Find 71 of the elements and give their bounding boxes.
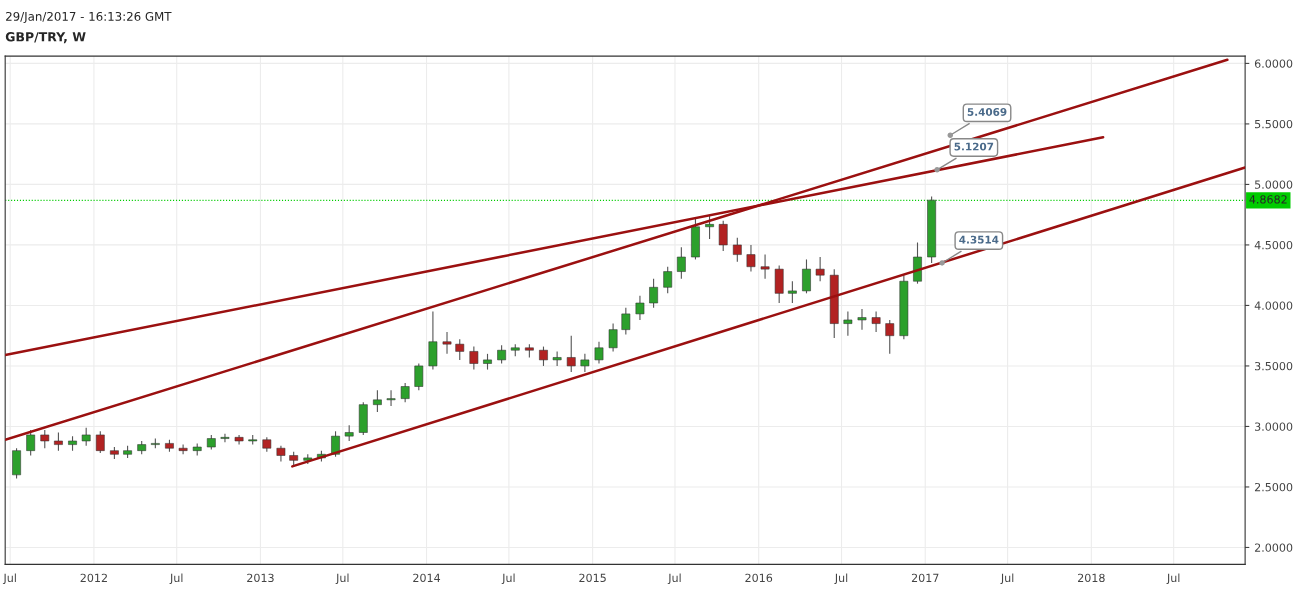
x-tick-label: 2015 bbox=[579, 573, 606, 583]
candlestick bbox=[676, 246, 686, 280]
candlestick bbox=[843, 310, 853, 337]
candlestick bbox=[442, 331, 452, 355]
x-tick-label: Jul bbox=[169, 573, 183, 585]
x-tick-label: Jul bbox=[2, 573, 16, 585]
y-tick-label: 6.0000 bbox=[1254, 59, 1293, 68]
candlestick bbox=[455, 338, 465, 361]
candlestick bbox=[815, 256, 825, 282]
y-tick-label: 2.5000 bbox=[1254, 482, 1293, 492]
y-tick-label: 4.5000 bbox=[1254, 240, 1293, 250]
y-tick-label: 3.5000 bbox=[1254, 361, 1293, 371]
candlestick bbox=[649, 278, 658, 309]
x-tick-label: 2016 bbox=[745, 573, 773, 583]
candlestick bbox=[178, 444, 188, 455]
candlestick bbox=[621, 307, 631, 336]
candlestick bbox=[746, 244, 756, 273]
candlestick bbox=[857, 308, 867, 331]
candlestick bbox=[414, 362, 424, 391]
candlestick bbox=[552, 350, 562, 367]
candlestick bbox=[469, 346, 479, 371]
text: 29/Jan/2017 - 16:13:26 GMT bbox=[6, 11, 172, 24]
annotation: 4.3514 bbox=[959, 235, 999, 244]
candlestick bbox=[663, 266, 673, 294]
candlestick bbox=[594, 341, 604, 365]
candlestick bbox=[705, 214, 714, 240]
candlestick bbox=[400, 382, 410, 403]
ref-line-label: 4.8682 bbox=[1249, 195, 1287, 204]
x-tick-label: 2017 bbox=[911, 573, 939, 583]
x-tick-label: 2018 bbox=[1078, 573, 1105, 583]
candlestick bbox=[718, 220, 728, 252]
candlestick bbox=[331, 430, 340, 458]
y-tick-label: 5.0000 bbox=[1255, 180, 1293, 189]
y-tick-label: 4.0000 bbox=[1254, 301, 1293, 310]
annotation: 5.4069 bbox=[967, 108, 1007, 116]
candlestick bbox=[760, 254, 770, 280]
y-tick-label: 5.5000 bbox=[1255, 119, 1293, 129]
x-tick-label: 2014 bbox=[413, 573, 441, 583]
candlestick bbox=[54, 431, 63, 452]
candlestick bbox=[580, 353, 590, 373]
candlestick bbox=[802, 258, 811, 294]
candlestick bbox=[566, 335, 576, 373]
candlestick bbox=[885, 319, 895, 355]
candlestick bbox=[635, 295, 645, 321]
x-tick-label: Jul bbox=[501, 573, 515, 585]
candlestick bbox=[276, 445, 286, 463]
x-tick-label: 2012 bbox=[80, 573, 107, 583]
candlestick bbox=[234, 434, 244, 446]
candlestick bbox=[497, 344, 506, 365]
x-tick-label: Jul bbox=[335, 573, 349, 585]
candlestick bbox=[40, 429, 50, 449]
x-tick-label: Jul bbox=[1000, 573, 1014, 585]
candlestick bbox=[95, 430, 105, 454]
candlestick bbox=[871, 310, 881, 333]
x-tick-label: Jul bbox=[834, 573, 848, 585]
candlestick bbox=[26, 429, 36, 457]
candlestick bbox=[220, 433, 230, 443]
candlestick bbox=[732, 237, 742, 263]
y-tick-label: 3.0000 bbox=[1254, 422, 1293, 431]
y-tick-label: 2.0000 bbox=[1254, 543, 1293, 552]
candlestick bbox=[608, 323, 618, 352]
x-tick-label: Jul bbox=[1166, 573, 1180, 585]
x-tick-label: Jul bbox=[667, 573, 681, 585]
x-tick-label: 2013 bbox=[247, 573, 274, 583]
annotation: 5.1207 bbox=[954, 142, 994, 151]
candlestick bbox=[373, 389, 382, 413]
chart-title: GBP/TRY, W bbox=[5, 32, 86, 44]
candlestick bbox=[539, 346, 548, 367]
candlestick bbox=[386, 389, 396, 407]
candlestick bbox=[81, 427, 91, 447]
candlestick bbox=[788, 280, 797, 304]
